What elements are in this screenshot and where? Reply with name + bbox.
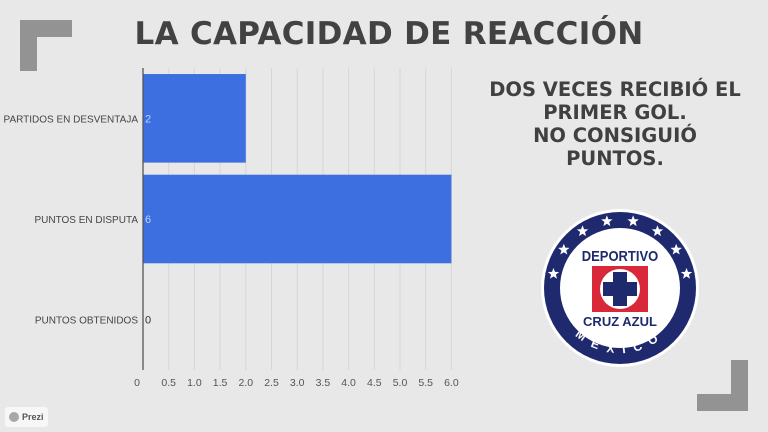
category-label: PUNTOS OBTENIDOS	[35, 316, 138, 327]
x-tick-label: 3.0	[290, 377, 305, 389]
bar	[143, 174, 452, 264]
value-labels: 2 6 0	[145, 113, 151, 326]
logo-bottom-text: CRUZ AZUL	[583, 314, 657, 329]
prezi-label: Prezi	[22, 412, 44, 422]
x-tick-label: 1.5	[213, 377, 228, 389]
cruz-azul-logo: DEPORTIVO CRUZ AZUL MEXICO	[541, 209, 699, 367]
logo-top-text: DEPORTIVO	[582, 247, 659, 264]
side-text-line: PRIMER GOL.	[543, 101, 687, 124]
slide-title: LA CAPACIDAD DE REACCIÓN	[134, 16, 644, 52]
star-icon	[651, 225, 664, 237]
x-tick-label: 0	[134, 377, 140, 389]
category-label: PARTIDOS EN DESVENTAJA	[4, 114, 139, 125]
prezi-badge[interactable]: Prezi	[5, 407, 48, 427]
star-icon	[680, 267, 693, 279]
x-tick-label: 2.5	[264, 377, 279, 389]
category-labels: PARTIDOS EN DESVENTAJA PUNTOS EN DISPUTA P…	[4, 114, 139, 326]
star-icon	[558, 243, 570, 255]
bar-chart: PARTIDOS EN DESVENTAJA PUNTOS EN DISPUTA P…	[4, 68, 459, 389]
x-tick-label: 4.5	[367, 377, 382, 389]
side-text-line: PUNTOS.	[566, 147, 664, 170]
x-tick-label: 6.0	[444, 377, 459, 389]
value-label: 2	[145, 113, 151, 125]
value-label: 0	[145, 315, 151, 327]
x-tick-label: 1.0	[187, 377, 202, 389]
star-icon	[576, 225, 589, 237]
x-tick-label: 4.0	[341, 377, 356, 389]
star-icon	[627, 215, 639, 227]
star-icon	[670, 243, 682, 255]
logo-stars	[547, 215, 693, 279]
side-text-line: DOS VECES RECIBIÓ EL	[489, 78, 741, 101]
corner-bracket-top-left-vertical	[20, 20, 37, 71]
x-tick-label: 5.0	[393, 377, 408, 389]
bars	[143, 74, 452, 264]
bar	[143, 74, 246, 163]
value-label: 6	[145, 214, 151, 226]
prezi-logo-icon	[9, 412, 19, 422]
x-tick-label: 2.0	[238, 377, 253, 389]
star-icon	[547, 267, 560, 279]
category-label: PUNTOS EN DISPUTA	[34, 215, 138, 226]
cross-icon	[603, 272, 637, 306]
x-tick-label: 0.5	[161, 377, 176, 389]
corner-bracket-bottom-right-horizontal	[697, 394, 748, 411]
x-tick-labels: 0 0.5 1.0 1.5 2.0 2.5 3.0 3.5 4.0 4.5 5.0 5.5 6.0	[134, 377, 459, 389]
x-tick-label: 5.5	[418, 377, 433, 389]
star-icon	[601, 215, 613, 227]
side-text: DOS VECES RECIBIÓ EL PRIMER GOL. NO CONS…	[462, 78, 768, 170]
x-tick-label: 3.5	[316, 377, 331, 389]
side-text-line: NO CONSIGUIÓ	[533, 124, 697, 147]
